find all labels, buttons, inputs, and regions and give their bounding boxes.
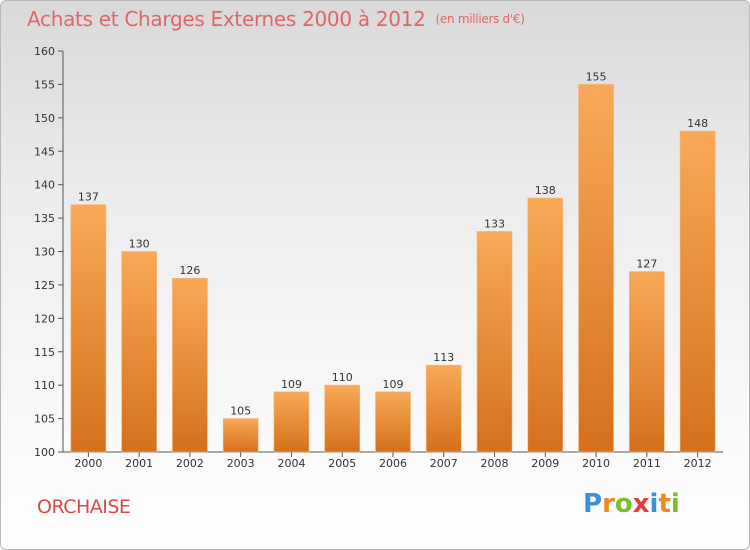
x-tick-label: 2008 xyxy=(481,457,509,470)
bar xyxy=(425,364,462,453)
logo-letter: i xyxy=(670,489,680,519)
y-tick-label: 100 xyxy=(34,446,55,459)
chart-subtitle: (en milliers d'€) xyxy=(435,12,525,26)
logo-letter: i xyxy=(649,489,659,519)
y-tick-label: 150 xyxy=(34,112,55,125)
y-tick-label: 115 xyxy=(34,346,55,359)
y-tick-label: 105 xyxy=(34,413,55,426)
bar xyxy=(70,204,107,453)
x-tick-label: 2005 xyxy=(328,457,356,470)
data-label: 127 xyxy=(636,258,657,271)
bar xyxy=(273,391,310,453)
logo-letter: r xyxy=(602,489,615,519)
y-tick-label: 140 xyxy=(34,179,55,192)
data-label: 105 xyxy=(230,405,251,418)
x-tick-label: 2009 xyxy=(531,457,559,470)
data-label: 148 xyxy=(687,117,708,130)
data-label: 130 xyxy=(129,238,150,251)
labels: 137 130 126 105 109 110 109 113 133 138 155 127 148 xyxy=(78,70,708,417)
x-tick-label: 2002 xyxy=(176,457,204,470)
bar xyxy=(324,384,361,453)
bar xyxy=(679,130,716,453)
data-label: 133 xyxy=(484,217,505,230)
bar xyxy=(527,197,564,453)
bar xyxy=(375,391,411,453)
y-tick-label: 160 xyxy=(34,45,55,58)
y-tick-label: 120 xyxy=(34,312,55,325)
x-tick-label: 2007 xyxy=(430,457,458,470)
data-label: 138 xyxy=(535,184,556,197)
y-tick-label: 135 xyxy=(34,212,55,225)
y-tick-label: 155 xyxy=(34,78,55,91)
data-label: 126 xyxy=(179,264,200,277)
data-label: 137 xyxy=(78,191,99,204)
chart-title-text: Achats et Charges Externes 2000 à 2012 xyxy=(27,7,426,31)
x-tick-label: 2006 xyxy=(379,457,407,470)
x-tick-label: 2010 xyxy=(582,457,610,470)
bar xyxy=(172,277,208,453)
data-label: 110 xyxy=(332,371,353,384)
logo-letter: x xyxy=(632,489,650,519)
proxiti-logo: Proxiti xyxy=(583,489,680,519)
y-tick-label: 125 xyxy=(34,279,55,292)
data-label: 113 xyxy=(433,351,454,364)
axes: 100 105 110 115 120 125 130 135 140 145 150 155 160 2… xyxy=(34,45,723,470)
x-tick-label: 2012 xyxy=(684,457,712,470)
x-tick-label: 2001 xyxy=(125,457,153,470)
bar xyxy=(121,251,157,453)
logo-letter: o xyxy=(614,489,633,519)
y-tick-label: 110 xyxy=(34,379,55,392)
bars xyxy=(70,84,716,453)
x-tick-label: 2003 xyxy=(227,457,255,470)
bar xyxy=(222,418,259,453)
data-label: 109 xyxy=(281,378,302,391)
bar xyxy=(476,231,513,453)
logo-letter: t xyxy=(658,489,671,519)
x-tick-label: 2000 xyxy=(74,457,102,470)
y-tick-label: 145 xyxy=(34,145,55,158)
x-tick-label: 2011 xyxy=(633,457,661,470)
chart-title: Achats et Charges Externes 2000 à 2012 (e… xyxy=(27,7,525,31)
data-label: 155 xyxy=(586,70,607,83)
x-tick-label: 2004 xyxy=(277,457,305,470)
logo-letter: P xyxy=(583,489,603,519)
bar xyxy=(629,271,665,453)
commune-name: ORCHAISE xyxy=(37,496,131,518)
bar xyxy=(578,84,614,453)
data-label: 109 xyxy=(383,378,404,391)
y-tick-label: 130 xyxy=(34,246,55,259)
